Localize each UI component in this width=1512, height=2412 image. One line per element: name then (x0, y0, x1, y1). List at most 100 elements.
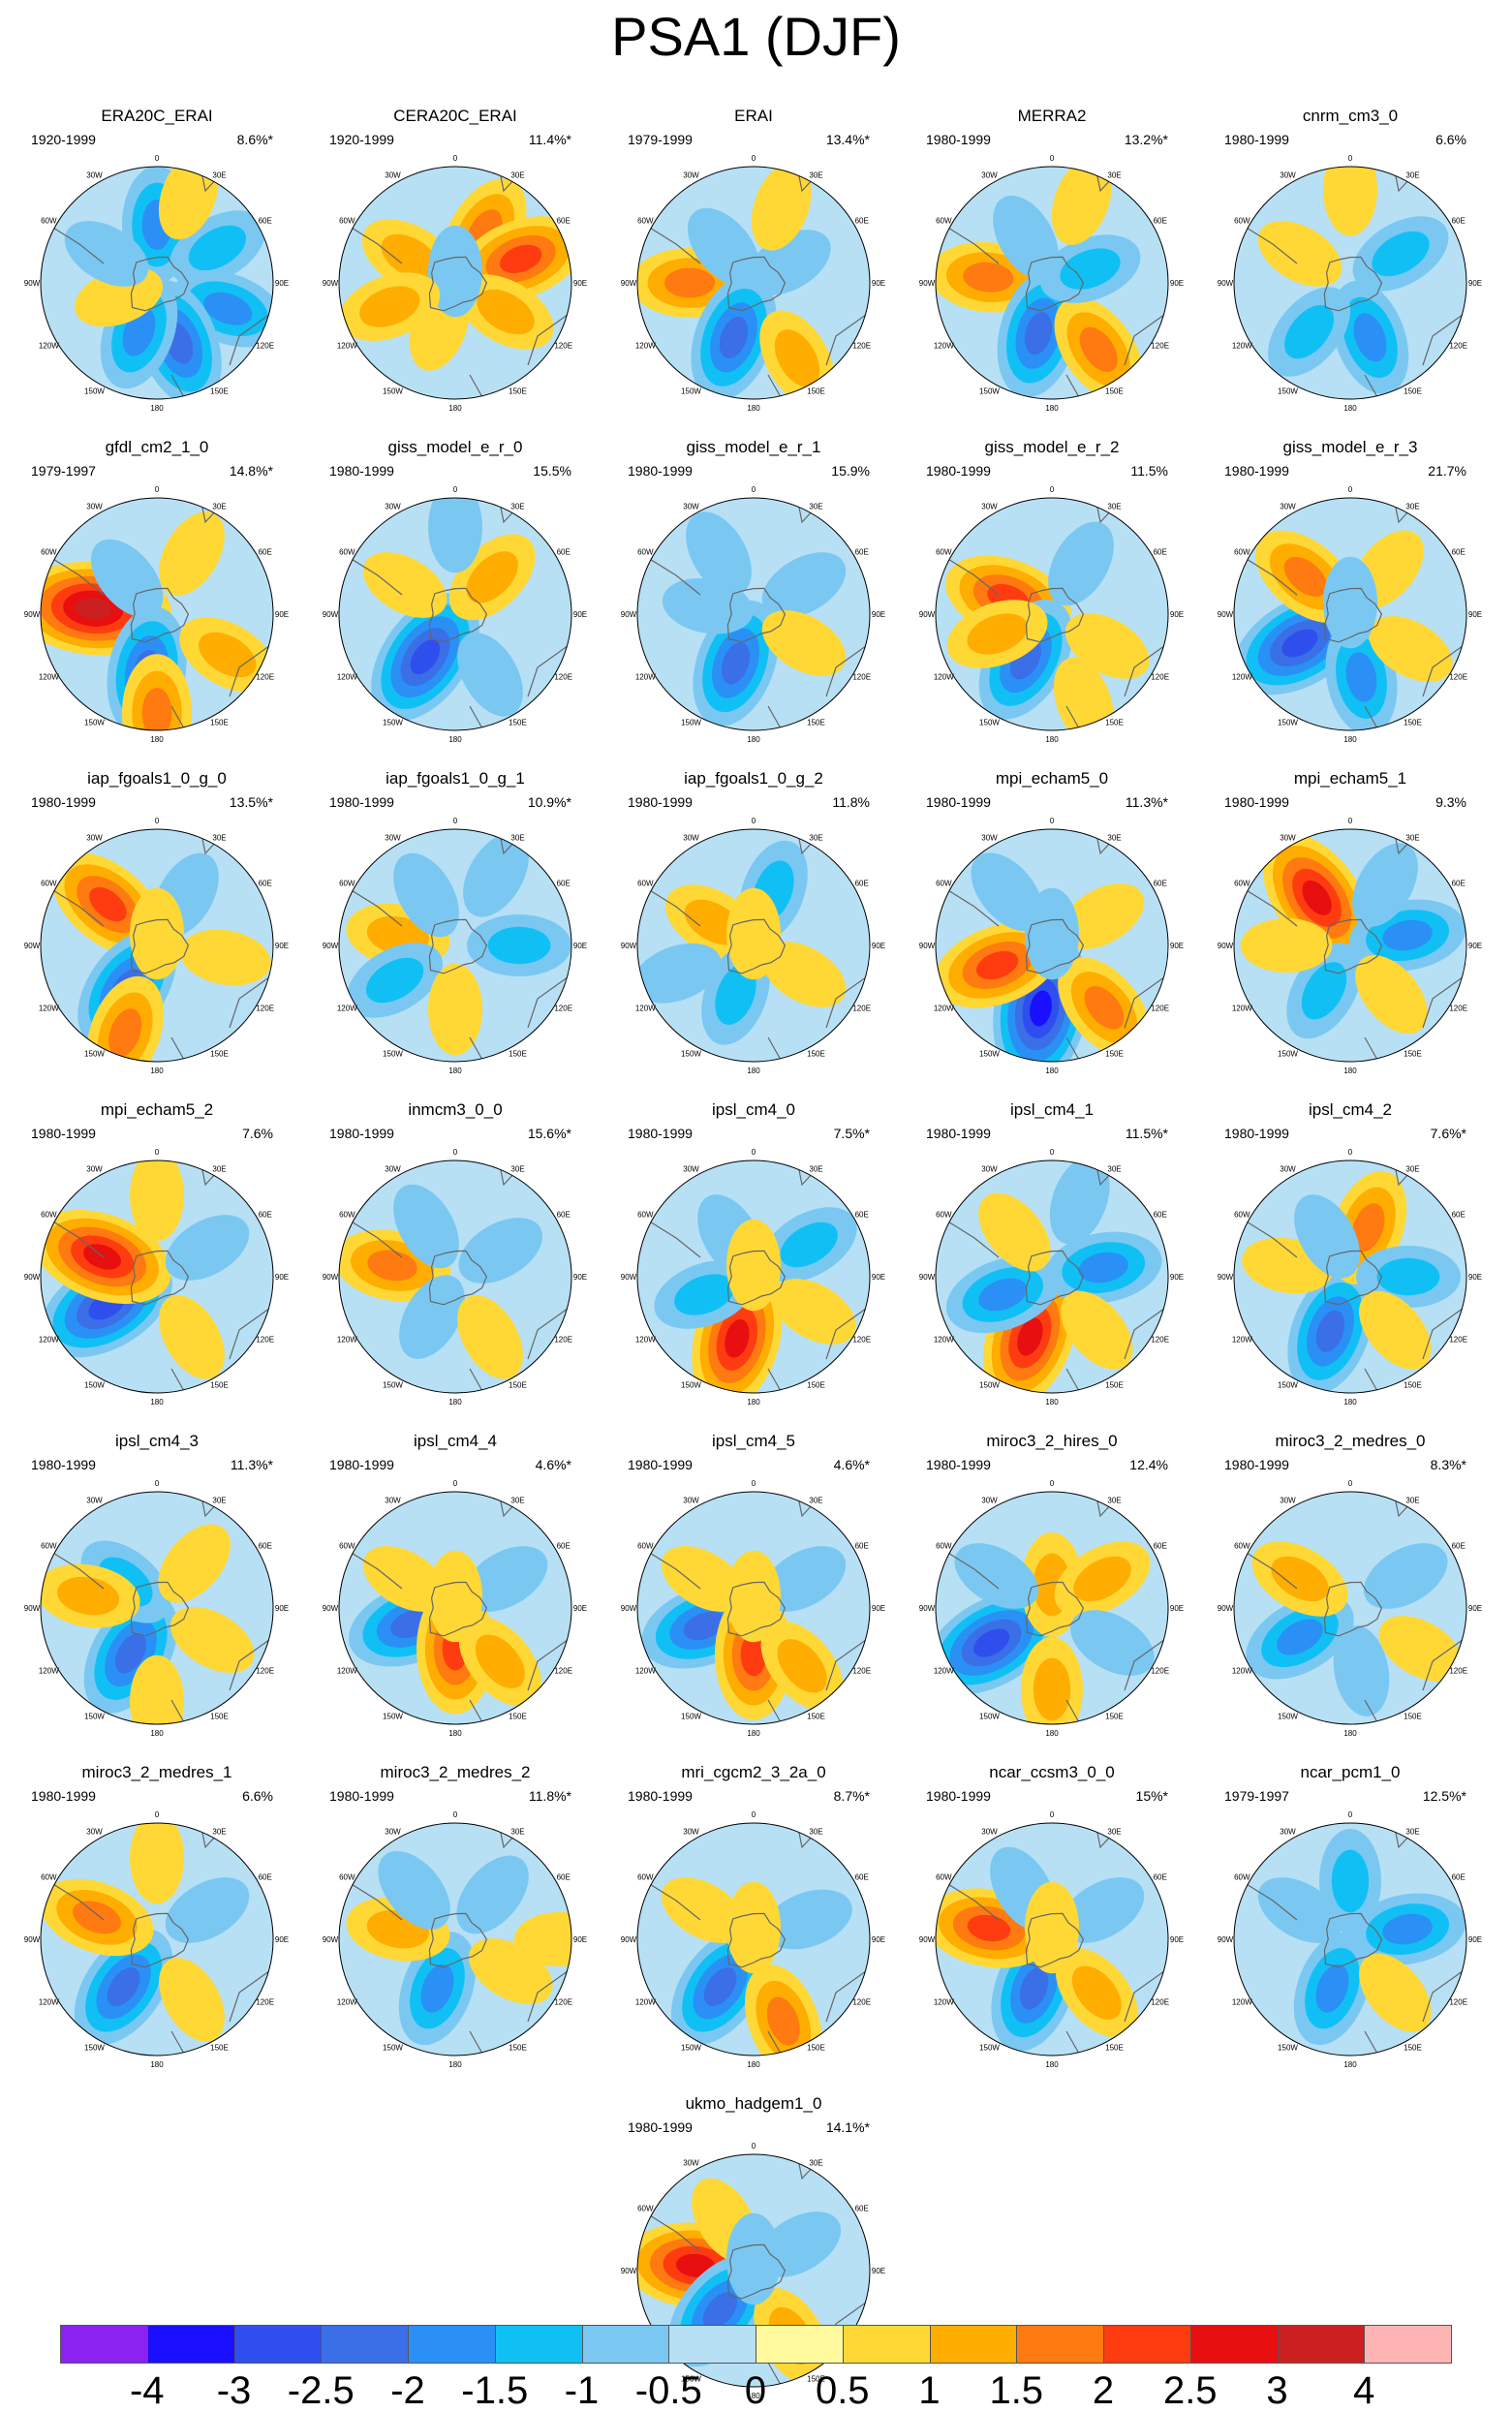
contour-region (365, 957, 424, 1004)
panel-title: iap_fgoals1_0_g_1 (386, 769, 525, 788)
panel-years: 1980-1999 (628, 1126, 693, 1141)
colorbar-swatch (1189, 2325, 1279, 2364)
longitude-label: 0 (155, 485, 160, 494)
map-panel: 0 30E 60E 90E 120E 150E 180 150W 120W 90W 60W 30W cn… (1205, 107, 1496, 413)
contour-region (90, 539, 164, 618)
map-border (935, 1822, 1169, 2056)
contour-region (428, 498, 482, 573)
longitude-label: 30W (683, 1827, 699, 1836)
longitude-label: 120W (934, 1998, 954, 2007)
longitude-label: 90W (24, 942, 41, 950)
longitude-label: 120E (852, 342, 871, 351)
map-border (338, 1822, 572, 2056)
longitude-label: 30E (212, 170, 226, 179)
panel-variance: 13.2%* (1124, 132, 1168, 147)
colorbar-swatch (233, 2325, 323, 2364)
panel-variance: 15.5% (533, 463, 571, 479)
longitude-label: 0 (1050, 154, 1055, 163)
longitude-label: 150W (84, 1381, 105, 1390)
coastline (170, 1636, 273, 1723)
longitude-label: 180 (1343, 2060, 1357, 2069)
longitude-label: 150W (84, 719, 105, 727)
contour-region (362, 552, 447, 618)
longitude-label: 30E (809, 1164, 822, 1173)
contour-region (159, 1295, 225, 1379)
map-panel: 0 30E 60E 90E 120E 150E 180 150W 120W 90W 60W 30W gi… (310, 438, 601, 744)
map-border (338, 497, 572, 731)
map-border (40, 828, 274, 1063)
longitude-label: 90W (1218, 942, 1234, 950)
contour-region (1060, 883, 1145, 949)
contour-region (975, 950, 1019, 980)
polar-map: 0 30E 60E 90E 120E 150E 180 150W 120W 90W 60W 30W (24, 154, 289, 413)
longitude-label: 90E (573, 610, 587, 619)
longitude-label: 120E (1151, 1998, 1169, 2007)
longitude-label: 30W (981, 1164, 998, 1173)
longitude-label: 120W (934, 673, 954, 682)
longitude-label: 90E (275, 279, 289, 288)
coastline (1025, 1581, 1085, 1637)
longitude-label: 120W (337, 1005, 357, 1013)
longitude-label: 30W (1280, 1164, 1296, 1173)
panel-title: ncar_ccsm3_0_0 (989, 1763, 1115, 1781)
map-panel: 0 30E 60E 90E 120E 150E 180 150W 120W 90W 60W 30W ER… (608, 107, 899, 413)
anomaly-field (936, 1823, 1168, 2056)
panel-title: ERA20C_ERAI (101, 107, 213, 125)
longitude-label: 90E (573, 1935, 587, 1944)
panel-years: 1920-1999 (329, 132, 394, 147)
longitude-label: 120W (635, 342, 656, 351)
anomaly-field (41, 1492, 273, 1724)
longitude-label: 60E (557, 548, 571, 557)
anomaly-field (637, 1160, 870, 1393)
longitude-label: 120W (934, 1005, 954, 1013)
longitude-label: 30E (1107, 170, 1121, 179)
longitude-label: 0 (752, 1479, 756, 1488)
longitude-label: 150W (1278, 387, 1298, 396)
map-panel: 0 30E 60E 90E 120E 150E 180 150W 120W 90W 60W 30W ip… (1205, 1100, 1496, 1407)
contour-region (1271, 1556, 1329, 1602)
coastline (1323, 918, 1383, 974)
longitude-label: 30E (809, 170, 822, 179)
coastline (1323, 1581, 1383, 1637)
coastline (1364, 642, 1466, 729)
longitude-label: 60E (855, 1873, 869, 1882)
contour-region (761, 610, 847, 676)
coastline (1065, 311, 1168, 398)
longitude-label: 150W (681, 2044, 701, 2053)
longitude-label: 30E (1107, 502, 1121, 510)
contour-region (766, 1996, 800, 2046)
longitude-label: 120E (1449, 1998, 1467, 2007)
anomaly-field (936, 498, 1168, 730)
contour-region (362, 1546, 447, 1612)
coastline (1364, 1967, 1466, 2055)
colorbar-label: -3 (216, 2369, 252, 2412)
anomaly-field (1234, 1823, 1466, 2056)
panel-title: giss_model_e_r_0 (387, 438, 523, 456)
coastline (1364, 1305, 1466, 1392)
longitude-label: 150W (383, 1381, 403, 1390)
longitude-label: 150W (979, 1713, 1000, 1721)
longitude-label: 150E (509, 1381, 527, 1390)
longitude-label: 30E (809, 1827, 822, 1836)
contour-region (57, 1576, 120, 1616)
longitude-label: 60W (936, 1873, 952, 1882)
longitude-label: 90E (275, 1273, 289, 1282)
panel-title: giss_model_e_r_3 (1282, 438, 1418, 456)
longitude-label: 120E (1151, 673, 1169, 682)
contour-region (971, 852, 1043, 932)
longitude-label: 150W (1278, 2044, 1298, 2053)
panel-years: 1980-1999 (329, 1788, 394, 1804)
contour-region (1315, 1964, 1349, 2013)
longitude-label: 30W (683, 2158, 699, 2167)
longitude-label: 180 (747, 1729, 760, 1738)
longitude-label: 60W (637, 1211, 654, 1220)
panel-years: 1980-1999 (1224, 1126, 1289, 1141)
longitude-label: 150E (210, 387, 229, 396)
colorbar-label: -4 (129, 2369, 165, 2412)
coastline (469, 1967, 571, 2055)
longitude-label: 90W (24, 1273, 41, 1282)
map-border (338, 828, 572, 1063)
longitude-label: 150E (1404, 2044, 1422, 2053)
longitude-label: 180 (1343, 735, 1357, 744)
panel-title: mpi_echam5_2 (100, 1100, 214, 1119)
